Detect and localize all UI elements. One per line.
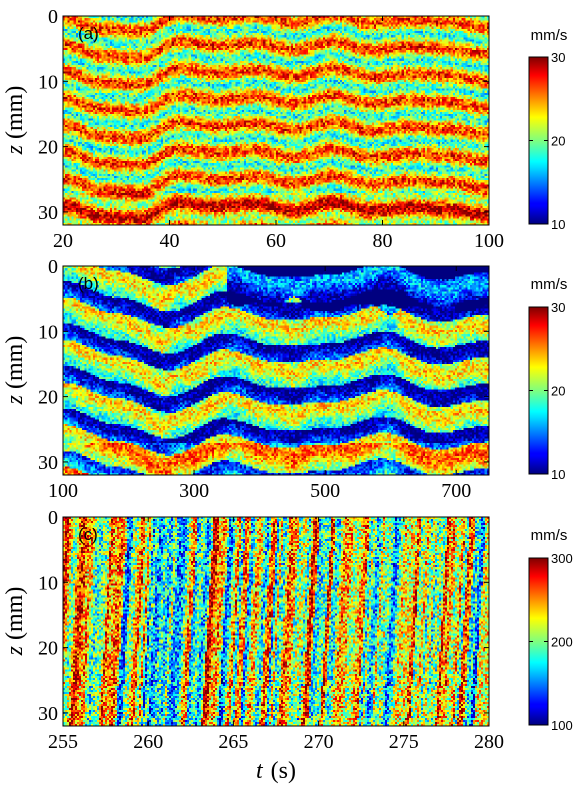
x-tick-label: 260: [133, 731, 163, 753]
colorbar-unit-c: mm/s: [531, 527, 568, 544]
xlabel: t (s): [256, 758, 296, 784]
ticks-b: 100 300 500 700 0 10 20 30: [38, 256, 489, 502]
ylabel-var-c: z: [2, 645, 28, 656]
ylabel-var-a: z: [2, 144, 28, 155]
x-tick-label: 100: [474, 230, 504, 252]
axes-frame-b: [62, 265, 490, 476]
y-tick-label: 0: [48, 6, 58, 28]
x-tick-label: 100: [48, 480, 78, 502]
panel-label-c: (c): [78, 525, 98, 544]
svg-text:z(mm): z (mm): [2, 587, 28, 657]
colorbar-tick-label: 30: [551, 300, 565, 315]
svg-text:z(mm): z (mm): [2, 86, 28, 156]
colorbar-ticks-c: 100 200 300: [529, 551, 573, 733]
colorbar-tick-label: 20: [551, 384, 565, 399]
ticks-c: 255 260 265 270 275 280 0 10 20 30: [38, 507, 504, 753]
y-tick-label: 10: [38, 71, 58, 93]
panel-a: 20 40 60 80 100 0 10 20 30 (a) mm/s 10 20 30: [38, 6, 567, 252]
x-tick-label: 270: [304, 731, 334, 753]
x-tick-label: 275: [389, 731, 419, 753]
colorbar-tick-label: 10: [551, 217, 565, 232]
colorbar-unit-a: mm/s: [531, 27, 568, 44]
x-tick-label: 60: [266, 230, 286, 252]
y-tick-label: 20: [38, 387, 58, 409]
ylabel-a: z (mm): [2, 86, 28, 156]
xlabel-var: t: [256, 758, 264, 784]
colorbar-tick-label: 20: [551, 134, 565, 149]
colorbar-ticks-b: 10 20 30: [529, 300, 565, 482]
y-tick-label: 20: [38, 638, 58, 660]
x-tick-label: 500: [310, 480, 340, 502]
ticks-a: 20 40 60 80 100 0 10 20 30: [38, 6, 504, 252]
ylabel-c: z (mm): [2, 587, 28, 657]
x-tick-label: 265: [218, 731, 248, 753]
panel-b: 100 300 500 700 0 10 20 30 (b) mm/s 10 20 30: [38, 256, 567, 502]
panel-c: 255 260 265 270 275 280 0 10 20 30 (c) mm/s 100 20…: [38, 507, 573, 753]
y-tick-label: 0: [48, 507, 58, 529]
x-tick-label: 40: [160, 230, 180, 252]
ylabel-b: z (mm): [2, 336, 28, 406]
ylabel-var-b: z: [2, 394, 28, 405]
ylabel-unit-c: (mm): [2, 587, 28, 640]
y-tick-label: 0: [48, 256, 58, 278]
x-tick-label: 300: [179, 480, 209, 502]
y-tick-label: 10: [38, 572, 58, 594]
colorbar-ticks-a: 10 20 30: [529, 50, 565, 232]
panel-label-a: (a): [78, 24, 99, 43]
panel-label-b: (b): [78, 274, 99, 293]
y-tick-label: 20: [38, 137, 58, 159]
x-tick-label: 80: [373, 230, 393, 252]
colorbar-tick-label: 200: [551, 635, 573, 650]
x-tick-label: 700: [441, 480, 471, 502]
colorbar-tick-label: 10: [551, 467, 565, 482]
x-tick-label: 280: [474, 731, 504, 753]
y-tick-label: 30: [38, 703, 58, 725]
colorbar-tick-label: 30: [551, 50, 565, 65]
x-tick-label: 20: [53, 230, 73, 252]
heatmap-b: [63, 266, 489, 475]
ylabel-unit-a: (mm): [2, 86, 28, 139]
axes-frame-c: [62, 516, 490, 727]
colorbar-tick-label: 300: [551, 551, 573, 566]
xlabel-unit: (s): [271, 758, 296, 784]
y-tick-label: 10: [38, 321, 58, 343]
y-tick-label: 30: [38, 452, 58, 474]
ylabel-unit-b: (mm): [2, 336, 28, 389]
svg-text:z(mm): z (mm): [2, 336, 28, 406]
colorbar-tick-label: 100: [551, 718, 573, 733]
heatmap-a: [63, 16, 489, 225]
y-tick-label: 30: [38, 202, 58, 224]
colorbar-unit-b: mm/s: [531, 276, 568, 293]
x-tick-label: 255: [48, 731, 78, 753]
heatmap-c: [63, 517, 489, 726]
